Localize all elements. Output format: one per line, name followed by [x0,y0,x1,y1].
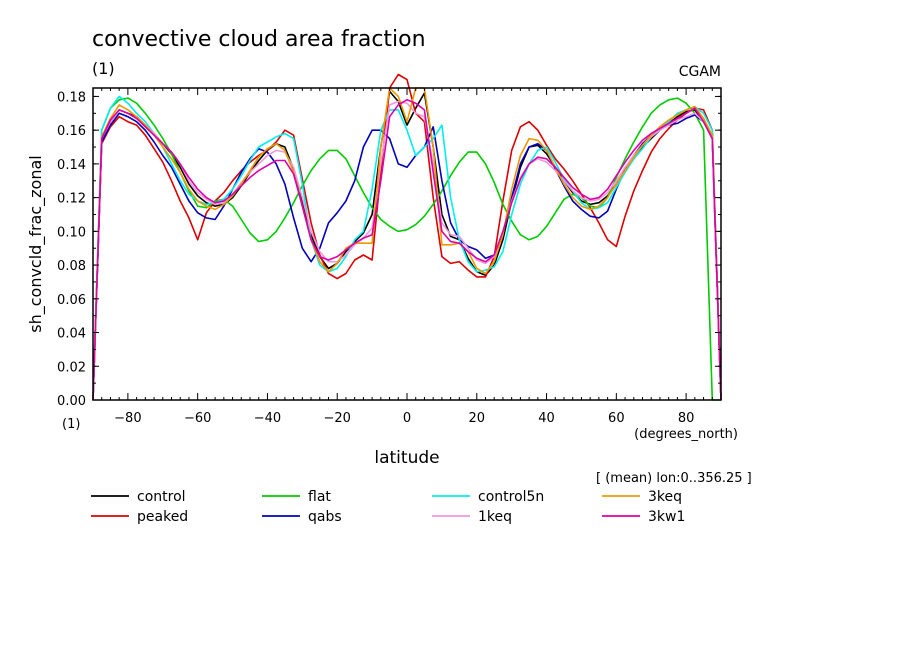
x-tick-label: 40 [538,411,555,426]
legend-label-qabs: qabs [308,509,342,525]
x-tick-label: 0 [403,411,411,426]
chart-title: convective cloud area fraction [92,27,426,52]
legend-label-1keq: 1keq [478,509,512,525]
x-tick-label: −40 [254,411,281,426]
series-layer [92,73,722,401]
y-tick-label: 0.14 [57,158,86,173]
averaging-note: [ (mean) lon:0..356.25 ] [596,471,752,486]
y-tick-label: 0.02 [57,360,86,375]
y-tick-label: 0.00 [57,394,86,409]
legend-label-control: control [137,489,186,505]
y-tick-label: 0.04 [57,327,86,342]
x-tick-label: 80 [678,411,695,426]
x-tick-label: 20 [469,411,486,426]
series-line-control [92,90,722,401]
y-axis-label: sh_convcld_frac_zonal [26,155,46,332]
axis-layer: 0.00 0.02 0.04 0.06 0.08 0.10 0.12 0.14 0.16 0.18… [57,88,722,426]
legend-label-flat: flat [308,489,331,505]
y-tick-label: 0.08 [57,259,86,274]
y-tick-label: 0.16 [57,124,86,139]
chart-subtitle: (1) [92,59,115,78]
series-line-control5n [92,95,722,401]
plot-frame [92,87,722,401]
series-line-3keq [92,87,722,401]
legend-label-control5n: control5n [478,489,544,505]
y-tick-label: 0.18 [57,90,86,105]
series-line-1keq [92,100,722,401]
x-tick-label: −60 [184,411,211,426]
series-line-3kw1 [92,99,722,401]
x-tick-label: −20 [324,411,351,426]
legend: control peaked flat qabs control5n 1keq 3keq 3k… [91,489,685,525]
y-tick-label: 0.12 [57,192,86,207]
series-line-flat [92,97,721,401]
y-tick-label: 0.10 [57,225,86,240]
legend-label-3keq: 3keq [648,489,682,505]
series-line-qabs [92,112,722,401]
legend-label-peaked: peaked [137,509,188,525]
y-axis-units: (1) [62,417,80,432]
x-tick-label: −80 [114,411,141,426]
source-label: CGAM [679,64,721,80]
legend-label-3kw1: 3kw1 [648,509,685,525]
y-tick-label: 0.06 [57,293,86,308]
x-axis-label: latitude [374,448,439,468]
x-axis-units: (degrees_north) [634,427,738,442]
series-line-peaked [92,73,722,401]
x-tick-label: 60 [608,411,625,426]
